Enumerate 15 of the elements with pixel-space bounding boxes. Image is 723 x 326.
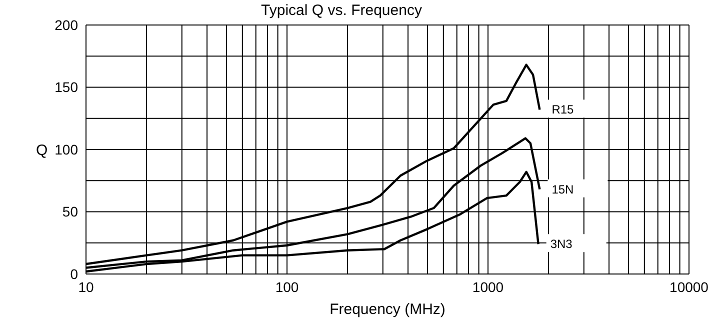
chart-title: Typical Q vs. Frequency	[261, 2, 422, 19]
y-axis-title: Q	[36, 142, 48, 159]
y-tick-label: 100	[54, 141, 78, 158]
y-tick-label: 150	[54, 79, 78, 96]
x-tick-label: 1000	[472, 278, 504, 295]
y-tick-label: 0	[70, 266, 78, 282]
x-tick-label: 10000	[670, 278, 709, 295]
series-label: 3N3	[550, 237, 573, 252]
x-tick-label: 100	[275, 278, 299, 295]
x-tick-label: 10	[78, 278, 94, 295]
series-label: 15N	[552, 182, 574, 196]
x-axis-title: Frequency (MHz)	[330, 301, 446, 318]
y-tick-label: 200	[54, 16, 78, 33]
y-tick-label: 50	[62, 204, 78, 220]
series-label: R15	[552, 102, 574, 117]
